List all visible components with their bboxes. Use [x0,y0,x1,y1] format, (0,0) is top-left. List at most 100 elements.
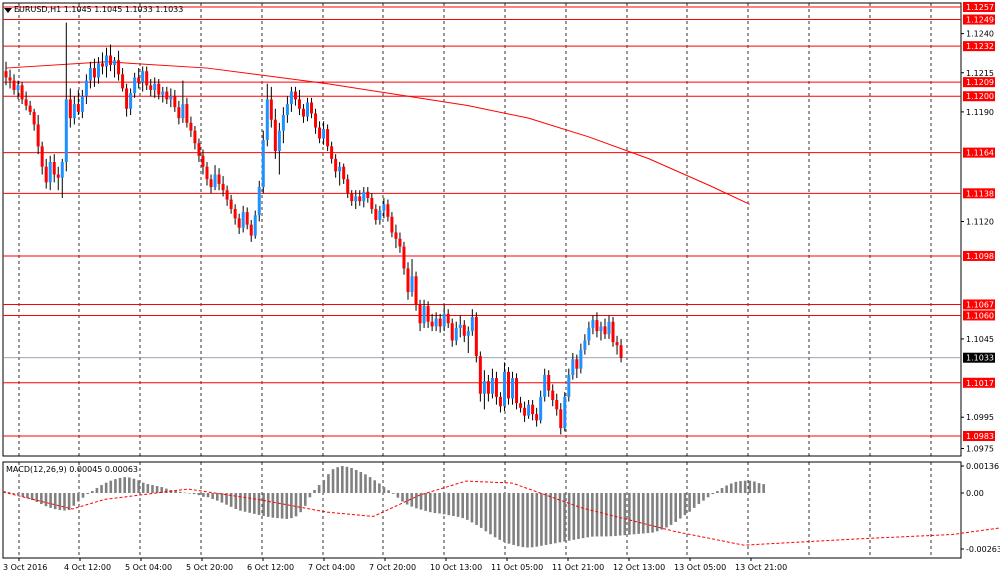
candle-bear [474,317,478,357]
candle-bear [76,104,80,112]
levels-layer: 1.1257 1.1249 1.1232 1.1209 1.1200 1.1164 1.11… [3,2,995,441]
macd-hist-bar [215,493,219,501]
ma-layer [5,61,750,205]
candle-bull [322,129,326,139]
candle-bear [523,407,527,416]
candle-bull [141,71,145,83]
macd-hist-bar [49,493,52,508]
candle-bear [326,129,330,147]
candle-bear [237,218,241,228]
candle-bear [20,85,24,100]
candle-bull [527,404,531,416]
moving-average-line [5,61,750,205]
level-tag-label: 1.1209 [966,78,994,87]
level-tag-label: 1.1232 [966,42,994,51]
candle-bull [599,326,603,332]
macd-hist-bar [30,493,34,501]
candle-bull [84,80,88,97]
macd-hist-bar [507,493,511,544]
candle-bear [92,68,96,78]
macd-hist-bar [109,480,113,493]
macd-hist-bar [16,493,20,496]
candle-bull [113,60,117,65]
candle-bull [129,93,133,109]
macd-hist-bar [44,493,48,507]
x-tick-label: 11 Oct 21:00 [552,563,604,572]
macd-hist-bar [475,493,478,525]
macd-hist-bar [618,493,622,536]
candle-bear [32,111,36,125]
candle-bull [181,104,185,119]
macd-hist-bar [452,493,455,516]
macd-hist-bar [248,493,252,513]
macd-hist-bar [581,493,585,539]
macd-hist-bar [702,493,705,501]
candle-bull [261,140,265,188]
macd-hist-bar [572,493,576,540]
macd-hist-bar [67,493,71,511]
macd-hist-bar [276,493,279,519]
macd-hist-bar [424,493,427,511]
macd-hist-bar [327,474,330,493]
candle-bear [217,174,221,184]
candle-bear [68,99,72,119]
macd-hist-bar [466,493,469,520]
macd-hist-bar [373,480,377,493]
level-tag-label: 1.1017 [966,379,994,388]
candle-bear [535,414,539,421]
macd-hist-bar [743,480,747,493]
candle-bear [370,198,374,209]
candle-bear [515,378,519,404]
macd-hist-bar [725,485,728,493]
macd-hist-bar [58,493,62,511]
candle-bear [486,381,490,394]
macd-hist-bar [192,493,196,495]
macd-hist-bar [100,485,103,493]
macd-hist-bar [234,493,238,509]
candle-bear [205,166,209,180]
level-tag-label: 1.1060 [966,311,994,320]
level-tag [963,91,995,102]
symbol-info: EURUSD,H1 1.1045 1.1045 1.1033 1.1033 [14,5,184,14]
macd-hist-bar [271,493,275,518]
level-tag [963,431,995,441]
candle-bear [273,119,277,152]
candle-bear [390,216,394,233]
macd-hist-bar [734,481,738,493]
macd-hist-bar [21,493,25,497]
macd-tick-label: -0.00263 [966,545,1000,554]
candle-bear [358,196,362,202]
macd-hist-bar [554,493,557,544]
candle-bear [366,191,370,199]
candle-bull [490,378,494,394]
x-tick-label: 5 Oct 04:00 [125,563,172,572]
x-tick-label: 13 Oct 21:00 [735,563,787,572]
macd-hist-bar [646,493,650,534]
candle-bear [193,130,197,144]
macd-hist-bar [239,493,242,511]
y-tick-label: 1.1240 [966,30,994,39]
macd-hist-bar [544,493,548,545]
macd-hist-bar [757,483,761,493]
symbol-dropdown-icon[interactable] [4,8,12,13]
x-tick-label: 6 Oct 12:00 [247,563,294,572]
level-tag [963,2,995,12]
candle-bear [531,404,535,415]
macd-hist-bar [364,474,367,493]
candle-bull [338,166,342,172]
macd-hist-bar [317,485,321,493]
candle-bull [285,104,289,116]
candle-bull [257,187,261,216]
candle-bear [137,77,141,83]
macd-hist-bar [563,493,566,542]
macd-hist-bar [739,481,742,493]
candle-bear [398,238,402,247]
macd-hist-bar [285,493,289,519]
macd-hist-bar [526,493,529,548]
level-tag [963,310,995,321]
y-tick-label: 1.1190 [966,108,994,117]
candle-bear [559,409,563,429]
candle-bear [494,378,498,397]
candle-bear [330,146,334,159]
